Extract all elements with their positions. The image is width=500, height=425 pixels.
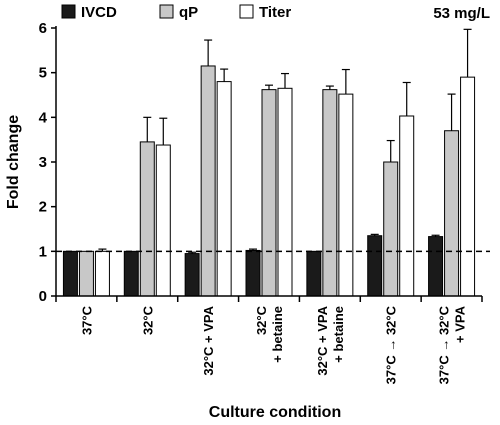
bar-titer-5 (399, 115, 415, 297)
y-axis: 0 1 2 3 4 5 6 (39, 20, 57, 305)
x-axis-label: Culture condition (209, 404, 341, 421)
legend-swatch-ivcd (61, 4, 76, 19)
bar-titer-0 (94, 250, 110, 297)
y-tick-label: 2 (39, 199, 47, 216)
x-tick-label: 37°C (79, 305, 94, 335)
x-tick-label: + betaine (270, 306, 285, 363)
bar-qp-3 (261, 89, 277, 297)
legend-label-titer: Titer (259, 4, 291, 21)
bar-ivcd-1 (123, 250, 139, 297)
bar-qp-2 (200, 65, 216, 297)
x-tick-label: 37°C → 32°C (384, 305, 399, 384)
bar-qp-0 (78, 250, 94, 297)
bar-ivcd-3 (245, 249, 261, 297)
bar-qp-6 (444, 130, 460, 297)
x-tick-label: 37°C → 32°C (437, 305, 452, 384)
x-tick-label: 32°C (140, 305, 155, 335)
bars (56, 28, 490, 297)
y-tick-label: 0 (39, 288, 47, 305)
legend-label-qp: qP (179, 4, 198, 21)
bar-titer-3 (277, 87, 293, 297)
x-tick-label: 32°C + VPA (315, 305, 330, 375)
y-tick-label: 4 (39, 109, 48, 126)
bar-ivcd-4 (306, 250, 322, 297)
y-axis-label: Fold change (5, 115, 22, 209)
legend-swatch-qp (159, 4, 174, 19)
legend-swatch-titer (239, 4, 254, 19)
y-tick-label: 3 (39, 154, 47, 171)
bar-qp-4 (322, 89, 338, 297)
x-axis: 37°C 32°C 32°C + VPA 32°C + betaine 32°C + VP… (55, 295, 483, 384)
bar-ivcd-6 (428, 236, 444, 297)
bar-titer-2 (216, 81, 232, 297)
bar-ivcd-0 (62, 250, 78, 297)
legend-label-ivcd: IVCD (81, 4, 117, 21)
x-tick-label: + betaine (331, 306, 346, 363)
annotation-titer: 53 mg/L (433, 5, 490, 22)
bar-qp-5 (383, 161, 399, 297)
y-tick-label: 6 (39, 20, 47, 37)
legend: IVCD qP Titer (61, 4, 291, 21)
bar-titer-6 (460, 76, 476, 297)
x-tick-label: + VPA (453, 305, 468, 343)
y-tick-label: 5 (39, 65, 47, 82)
y-tick-label: 1 (39, 243, 47, 260)
x-tick-label: 32°C + VPA (201, 305, 216, 375)
bar-qp-1 (139, 141, 155, 297)
x-tick-label: 32°C (254, 305, 269, 335)
bar-titer-1 (155, 144, 171, 297)
bar-ivcd-2 (184, 253, 200, 297)
bar-titer-4 (338, 93, 354, 297)
bar-ivcd-5 (367, 235, 383, 297)
